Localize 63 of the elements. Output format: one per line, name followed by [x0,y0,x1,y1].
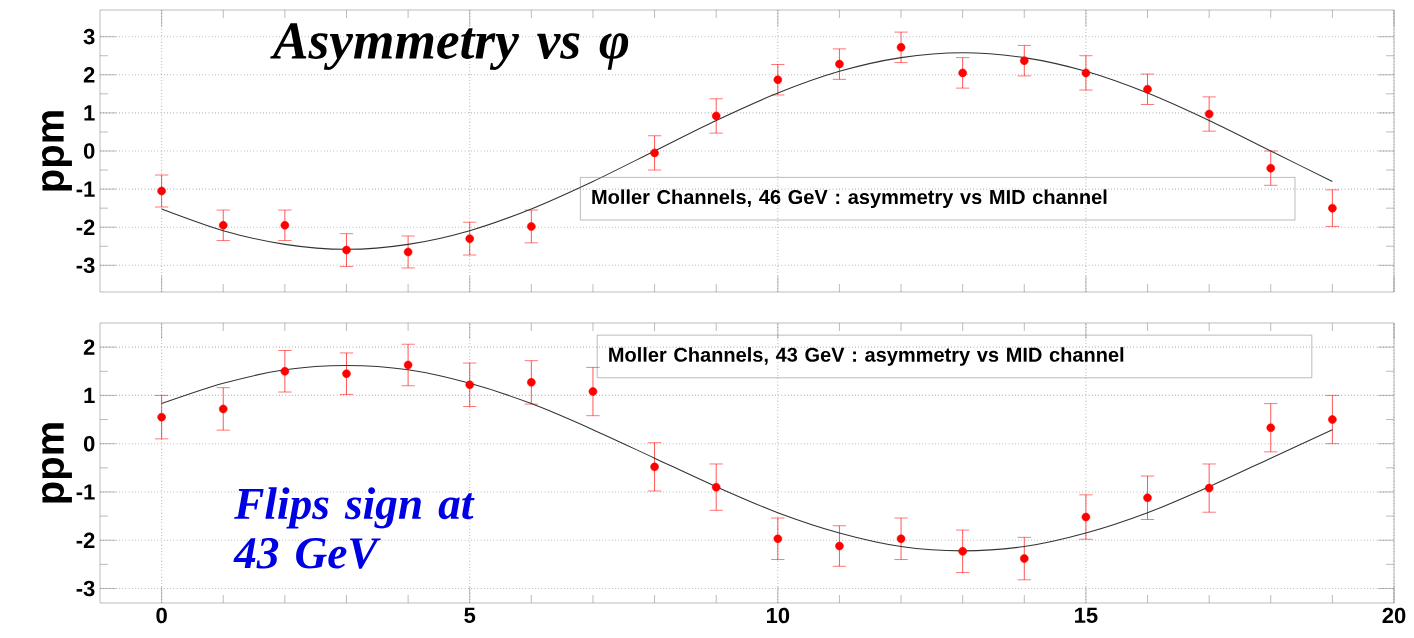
y-tick-label: 2 [83,339,95,355]
point [711,482,721,492]
point [650,148,659,158]
y-tick-label: -2 [76,219,95,235]
point [465,234,474,243]
point [896,43,906,52]
x-tick-label: 10 [766,607,790,624]
y-tick-label: 3 [83,28,95,45]
point [896,534,906,544]
point [1204,483,1214,493]
point [773,75,783,85]
point [218,221,228,230]
point [588,387,598,396]
y-tick-label: -3 [76,580,95,597]
point [1020,56,1029,65]
x-tick-label: 15 [1075,607,1098,624]
point [157,412,166,422]
point [280,221,290,230]
y-tick-label: 2 [83,67,95,83]
point [650,462,659,472]
point [958,68,967,78]
point [1204,109,1214,119]
point [1328,415,1337,424]
point [1266,423,1276,433]
y-tick-label: 1 [84,105,95,121]
y-tick-label: -3 [76,257,95,274]
point [157,186,166,196]
y-axis-title: ppm [42,423,72,503]
x-tick-label: 5 [464,607,476,624]
point [1328,203,1337,213]
point [403,247,413,257]
text: Moller Channels, 46 GeV : asymmetry vs MID channel [592,189,1107,209]
y-tick-label: 1 [84,387,95,403]
point [835,541,844,551]
point [342,369,351,378]
y-tick-label: -1 [76,181,95,197]
text: Moller Channels, 43 GeV : asymmetry vs MID channel [609,347,1124,366]
point [835,59,844,69]
point [218,404,228,414]
point [527,222,536,231]
point [1081,68,1091,78]
y-tick-label: -2 [76,532,95,548]
x-tick-label: 20 [1382,607,1406,624]
point [773,534,783,544]
point [711,111,721,121]
point [1143,84,1152,94]
y-axis-title: ppm [42,111,72,191]
point [1081,512,1091,522]
x-tick-label: 0 [156,607,167,624]
y-tick-label: 0 [83,143,95,159]
point [1143,493,1152,503]
y-tick-label: -1 [76,484,95,500]
point [958,547,967,556]
point [527,378,536,387]
point [1266,163,1276,173]
point [403,360,413,370]
point [1020,554,1029,563]
point [465,380,474,390]
point [280,367,290,376]
y-tick-label: 0 [83,435,95,452]
annotation: Asymmetry vs φ [270,23,629,70]
annotation: Flips sign at 43 GeV [233,487,475,569]
point [342,245,351,255]
